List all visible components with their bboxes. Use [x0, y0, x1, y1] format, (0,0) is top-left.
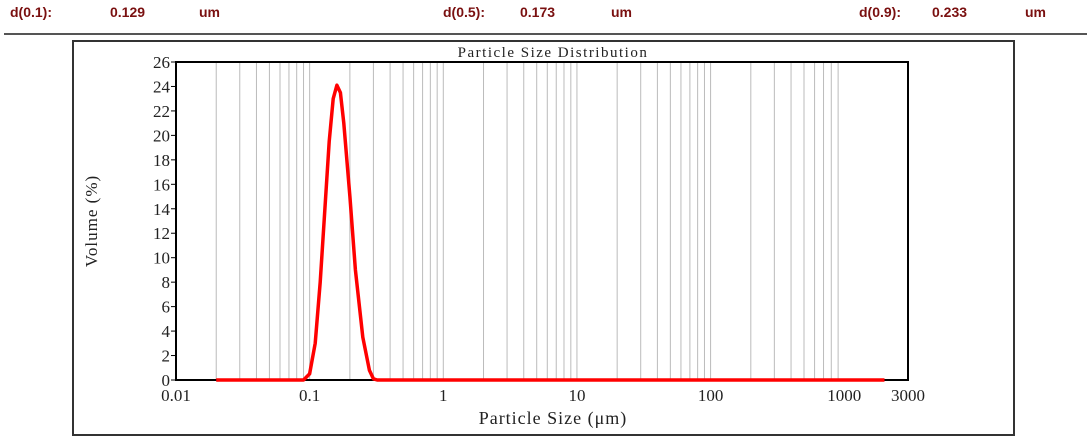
y-tick-label: 10	[153, 249, 170, 268]
y-tick-label: 24	[153, 77, 171, 96]
y-tick-label: 14	[153, 200, 171, 219]
y-tick-label: 0	[162, 371, 171, 390]
chart-title: Particle Size Distribution	[458, 45, 649, 61]
y-tick-label: 12	[153, 224, 170, 243]
y-axis-label: Volume (%)	[82, 175, 101, 267]
x-tick-label: 0.1	[299, 386, 320, 405]
d10-label: d(0.1):	[10, 4, 52, 20]
x-tick-label: 0.01	[161, 386, 191, 405]
d50-unit: um	[611, 4, 632, 20]
x-tick-label: 3000	[891, 386, 925, 405]
y-tick-label: 8	[162, 273, 171, 292]
d50-label: d(0.5):	[443, 4, 485, 20]
volume-line	[216, 83, 885, 382]
y-tick-label: 18	[153, 151, 170, 170]
y-tick-label: 20	[153, 126, 170, 145]
d10-value: 0.129	[110, 4, 146, 20]
y-tick-label: 22	[153, 102, 170, 121]
y-tick-label: 4	[162, 322, 171, 341]
y-tick-label: 2	[162, 347, 171, 366]
y-tick-label: 6	[162, 298, 171, 317]
y-tick-label: 16	[153, 175, 170, 194]
x-tick-label: 10	[568, 386, 585, 405]
chart-frame	[72, 40, 1015, 436]
x-tick-label: 1	[439, 386, 448, 405]
d90-unit: um	[1025, 4, 1046, 20]
x-axis-label: Particle Size (μm)	[479, 408, 628, 429]
d50-value: 0.173	[520, 4, 556, 20]
y-tick-label: 26	[153, 53, 170, 72]
d90-label: d(0.9):	[859, 4, 901, 20]
x-tick-label: 1000	[827, 386, 861, 405]
d90-value: 0.233	[932, 4, 968, 20]
d10-unit: um	[199, 4, 220, 20]
plot-area	[175, 61, 909, 381]
header-divider	[4, 33, 1087, 35]
x-tick-label: 100	[698, 386, 724, 405]
